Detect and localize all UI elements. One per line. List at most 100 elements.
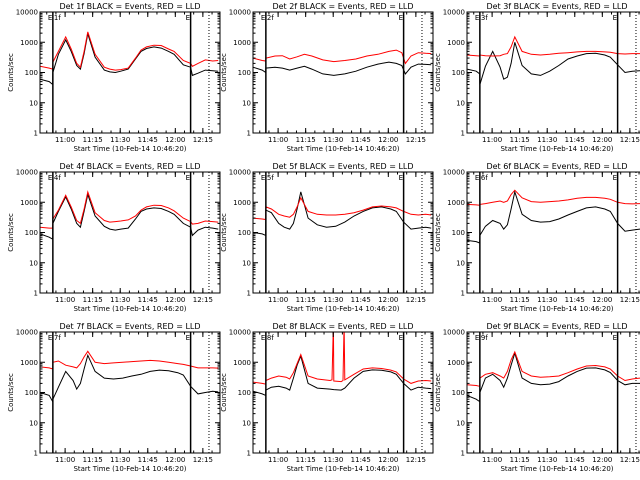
marker-label-detector: 5f bbox=[267, 174, 274, 182]
x-tick-label: 12:00 bbox=[378, 136, 398, 144]
y-tick-label: 1000 bbox=[447, 199, 465, 207]
events-series-black bbox=[467, 189, 640, 244]
marker-label-e: E bbox=[613, 14, 617, 22]
y-tick-label: 1 bbox=[34, 290, 38, 298]
marker-label-detector: 8f bbox=[267, 334, 274, 342]
panel-title: Det 4f BLACK = Events, RED = LLD bbox=[59, 162, 200, 171]
events-series-black bbox=[253, 354, 432, 397]
events-series-black bbox=[253, 191, 432, 237]
y-tick-label: 10 bbox=[456, 259, 465, 267]
x-tick-label: 12:15 bbox=[620, 296, 640, 304]
y-tick-label: 1000 bbox=[20, 39, 38, 47]
y-tick-label: 10000 bbox=[229, 169, 251, 177]
x-tick-label: 11:00 bbox=[268, 456, 288, 464]
x-tick-label: 11:00 bbox=[268, 136, 288, 144]
y-axis-label: Counts/sec bbox=[7, 373, 15, 412]
y-tick-label: 10 bbox=[456, 99, 465, 107]
x-tick-label: 11:15 bbox=[510, 456, 530, 464]
panel-title: Det 9f BLACK = Events, RED = LLD bbox=[486, 322, 627, 331]
x-axis-label: Start Time (10-Feb-14 10:46:20) bbox=[286, 305, 399, 313]
x-axis-label: Start Time (10-Feb-14 10:46:20) bbox=[500, 305, 613, 313]
x-tick-label: 11:15 bbox=[296, 296, 316, 304]
panel-title: Det 3f BLACK = Events, RED = LLD bbox=[486, 2, 627, 11]
y-tick-label: 10000 bbox=[443, 9, 465, 17]
plot-area bbox=[467, 350, 640, 403]
y-tick-label: 10000 bbox=[16, 169, 38, 177]
marker-label-detector: 9f bbox=[481, 334, 488, 342]
plot-area bbox=[467, 35, 640, 85]
y-tick-label: 10000 bbox=[229, 329, 251, 337]
y-tick-label: 100 bbox=[25, 229, 38, 237]
x-tick-label: 11:00 bbox=[482, 136, 502, 144]
x-tick-label: 11:30 bbox=[323, 456, 343, 464]
x-tick-label: 11:00 bbox=[55, 296, 75, 304]
x-tick-label: 11:15 bbox=[510, 296, 530, 304]
x-tick-label: 11:30 bbox=[537, 456, 557, 464]
panel-title: Det 8f BLACK = Events, RED = LLD bbox=[272, 322, 413, 331]
y-tick-label: 1000 bbox=[447, 39, 465, 47]
x-tick-label: 11:15 bbox=[296, 136, 316, 144]
y-tick-label: 1 bbox=[461, 130, 465, 138]
y-tick-label: 100 bbox=[238, 229, 251, 237]
lld-series-red bbox=[253, 332, 432, 385]
axes-frame bbox=[252, 171, 434, 294]
plot-area bbox=[253, 49, 432, 76]
marker-label-e: E bbox=[186, 14, 190, 22]
x-tick-label: 12:15 bbox=[406, 296, 426, 304]
x-tick-label: 12:00 bbox=[165, 136, 185, 144]
marker-label-detector: 7f bbox=[54, 334, 61, 342]
x-tick-label: 11:30 bbox=[110, 456, 130, 464]
marker-label-e: E bbox=[613, 174, 617, 182]
lld-series-red bbox=[253, 49, 432, 65]
y-axis-label: Counts/sec bbox=[220, 373, 228, 412]
y-tick-label: 1 bbox=[247, 130, 251, 138]
lld-series-red bbox=[467, 350, 640, 387]
x-tick-label: 11:00 bbox=[55, 456, 75, 464]
plot-area bbox=[40, 31, 219, 86]
marker-label-e: E bbox=[48, 334, 52, 342]
y-tick-label: 1 bbox=[34, 450, 38, 458]
x-tick-label: 11:45 bbox=[138, 136, 158, 144]
y-tick-label: 10000 bbox=[16, 329, 38, 337]
x-tick-label: 12:00 bbox=[378, 296, 398, 304]
y-tick-label: 10 bbox=[242, 99, 251, 107]
y-tick-label: 1 bbox=[247, 450, 251, 458]
x-tick-label: 12:00 bbox=[592, 456, 612, 464]
x-tick-label: 11:45 bbox=[138, 456, 158, 464]
x-tick-label: 12:15 bbox=[193, 296, 213, 304]
y-tick-label: 1 bbox=[461, 450, 465, 458]
x-tick-label: 11:45 bbox=[565, 136, 585, 144]
axes-frame bbox=[39, 171, 221, 294]
x-axis-label: Start Time (10-Feb-14 10:46:20) bbox=[286, 465, 399, 473]
x-tick-label: 11:30 bbox=[110, 296, 130, 304]
y-tick-label: 10000 bbox=[16, 9, 38, 17]
y-axis-label: Counts/sec bbox=[220, 213, 228, 252]
panel-title: Det 1f BLACK = Events, RED = LLD bbox=[59, 2, 200, 11]
plot-area bbox=[40, 190, 219, 241]
plot-area bbox=[467, 189, 640, 244]
marker-label-e: E bbox=[261, 174, 265, 182]
marker-label-detector: 6f bbox=[481, 174, 488, 182]
y-tick-label: 10 bbox=[242, 259, 251, 267]
y-tick-label: 100 bbox=[452, 69, 465, 77]
marker-label-e: E bbox=[48, 174, 52, 182]
marker-label-e: E bbox=[261, 334, 265, 342]
x-tick-label: 12:15 bbox=[620, 136, 640, 144]
x-tick-label: 11:00 bbox=[55, 136, 75, 144]
y-tick-label: 1 bbox=[461, 290, 465, 298]
x-tick-label: 11:15 bbox=[296, 456, 316, 464]
x-axis-label: Start Time (10-Feb-14 10:46:20) bbox=[500, 465, 613, 473]
axes-frame bbox=[39, 331, 221, 454]
x-tick-label: 11:15 bbox=[83, 296, 103, 304]
x-axis-label: Start Time (10-Feb-14 10:46:20) bbox=[286, 145, 399, 153]
y-tick-label: 100 bbox=[25, 69, 38, 77]
marker-label-detector: 2f bbox=[267, 14, 274, 22]
marker-label-e: E bbox=[613, 334, 617, 342]
x-tick-label: 11:45 bbox=[138, 296, 158, 304]
panel-title: Det 7f BLACK = Events, RED = LLD bbox=[59, 322, 200, 331]
y-tick-label: 1000 bbox=[233, 199, 251, 207]
x-tick-label: 11:45 bbox=[565, 296, 585, 304]
